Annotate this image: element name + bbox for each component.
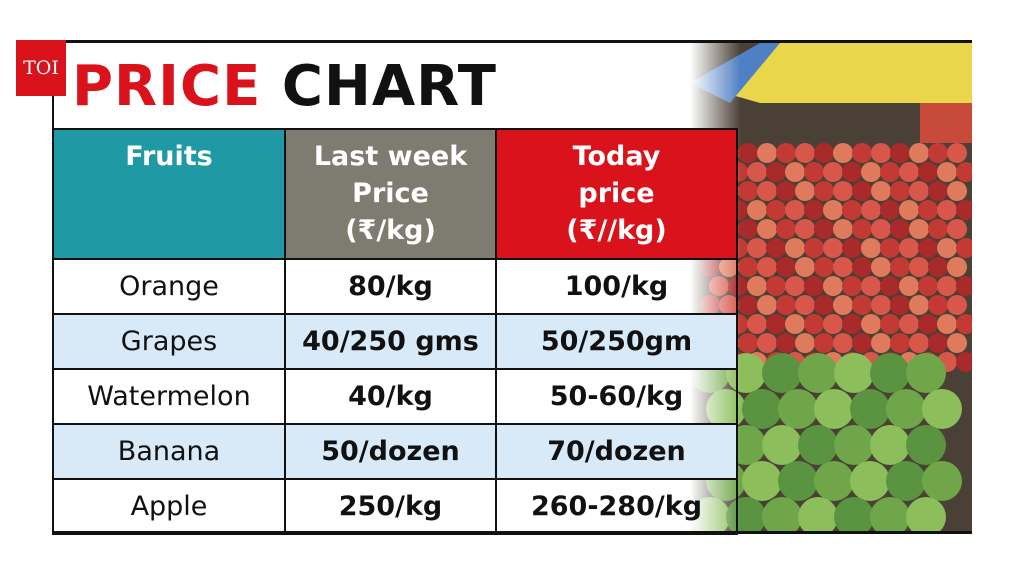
cell: Apple — [52, 478, 286, 535]
row: Orange 80/kg 100/kg — [52, 258, 738, 315]
cell: Banana — [52, 423, 286, 480]
row: Apple 250/kg 260-280/kg — [52, 478, 738, 535]
column-header: Fruits — [52, 128, 286, 260]
cell: 50-60/kg — [495, 368, 738, 425]
column-header: Today price (₹//kg) — [495, 128, 738, 260]
cell: Watermelon — [52, 368, 286, 425]
price-table: Fruits Last week Price (₹/kg) Today price … — [52, 128, 738, 535]
cell: Grapes — [52, 313, 286, 370]
cell: Orange — [52, 258, 286, 315]
title: PRICE CHART — [72, 52, 497, 122]
cell: 100/kg — [495, 258, 738, 315]
cell: 40/kg — [284, 368, 497, 425]
row: Banana 50/dozen 70/dozen — [52, 423, 738, 480]
cell: 260-280/kg — [495, 478, 738, 535]
row: Grapes 40/250 gms 50/250gm — [52, 313, 738, 370]
cell: 40/250 gms — [284, 313, 497, 370]
title-part: CHART — [281, 54, 497, 119]
cell: 70/dozen — [495, 423, 738, 480]
column-header: Last week Price (₹/kg) — [284, 128, 497, 260]
cell: 50/dozen — [284, 423, 497, 480]
cell: 50/250gm — [495, 313, 738, 370]
logo: TOI — [16, 40, 66, 96]
cell: 250/kg — [284, 478, 497, 535]
row: Watermelon 40/kg 50-60/kg — [52, 368, 738, 425]
market-photo — [690, 43, 972, 533]
cell: 80/kg — [284, 258, 497, 315]
title-part: PRICE — [72, 54, 262, 119]
